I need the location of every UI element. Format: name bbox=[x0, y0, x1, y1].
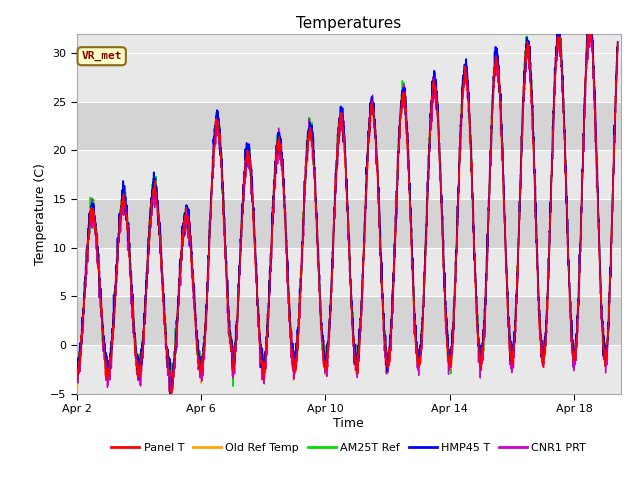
CNR1 PRT bbox=[545, 252, 553, 258]
HMP45 T bbox=[280, 192, 288, 198]
HMP45 T bbox=[134, 363, 142, 369]
Bar bbox=[77, 248, 621, 296]
HMP45 T bbox=[166, 391, 174, 396]
Text: VR_met: VR_met bbox=[81, 51, 122, 61]
Bar bbox=[77, 53, 621, 102]
Old Ref Temp bbox=[604, 334, 611, 339]
Panel T bbox=[604, 340, 611, 346]
HMP45 T bbox=[614, 39, 621, 45]
Panel T bbox=[614, 40, 621, 46]
Old Ref Temp bbox=[614, 40, 621, 46]
Old Ref Temp bbox=[545, 250, 553, 255]
HMP45 T bbox=[73, 370, 81, 375]
Old Ref Temp bbox=[73, 363, 81, 369]
Old Ref Temp bbox=[586, 14, 593, 20]
AM25T Ref bbox=[545, 247, 553, 252]
Bar bbox=[77, 345, 621, 394]
Panel T bbox=[73, 366, 81, 372]
Line: Old Ref Temp: Old Ref Temp bbox=[77, 17, 618, 396]
Panel T bbox=[167, 385, 175, 391]
Panel T bbox=[586, 19, 593, 24]
CNR1 PRT bbox=[614, 46, 621, 52]
Old Ref Temp bbox=[280, 201, 288, 206]
Y-axis label: Temperature (C): Temperature (C) bbox=[34, 163, 47, 264]
AM25T Ref bbox=[73, 367, 81, 372]
CNR1 PRT bbox=[280, 198, 288, 204]
HMP45 T bbox=[167, 384, 175, 390]
Line: HMP45 T: HMP45 T bbox=[77, 15, 618, 394]
Bar bbox=[77, 296, 621, 345]
Old Ref Temp bbox=[168, 393, 176, 398]
Line: CNR1 PRT: CNR1 PRT bbox=[77, 17, 618, 406]
CNR1 PRT bbox=[586, 14, 594, 20]
Title: Temperatures: Temperatures bbox=[296, 16, 401, 31]
Legend: Panel T, Old Ref Temp, AM25T Ref, HMP45 T, CNR1 PRT: Panel T, Old Ref Temp, AM25T Ref, HMP45 … bbox=[107, 439, 591, 457]
AM25T Ref bbox=[280, 194, 288, 200]
CNR1 PRT bbox=[167, 380, 175, 385]
CNR1 PRT bbox=[167, 403, 175, 409]
Old Ref Temp bbox=[304, 151, 312, 156]
AM25T Ref bbox=[304, 132, 312, 138]
Old Ref Temp bbox=[167, 389, 175, 395]
Panel T bbox=[168, 390, 175, 396]
AM25T Ref bbox=[604, 346, 611, 351]
HMP45 T bbox=[604, 339, 611, 345]
Panel T bbox=[134, 370, 142, 376]
CNR1 PRT bbox=[73, 363, 81, 369]
AM25T Ref bbox=[134, 360, 142, 366]
AM25T Ref bbox=[166, 388, 174, 394]
Bar bbox=[77, 102, 621, 150]
Bar bbox=[77, 150, 621, 199]
Old Ref Temp bbox=[134, 374, 142, 380]
HMP45 T bbox=[304, 129, 312, 135]
Panel T bbox=[545, 258, 553, 264]
AM25T Ref bbox=[614, 42, 621, 48]
Panel T bbox=[304, 145, 312, 151]
CNR1 PRT bbox=[604, 350, 611, 356]
Line: Panel T: Panel T bbox=[77, 22, 618, 393]
Panel T bbox=[280, 203, 288, 208]
AM25T Ref bbox=[167, 387, 175, 393]
AM25T Ref bbox=[586, 12, 593, 18]
CNR1 PRT bbox=[304, 148, 312, 154]
CNR1 PRT bbox=[134, 372, 142, 378]
HMP45 T bbox=[545, 253, 553, 259]
Line: AM25T Ref: AM25T Ref bbox=[77, 15, 618, 391]
X-axis label: Time: Time bbox=[333, 417, 364, 430]
HMP45 T bbox=[587, 12, 595, 18]
Bar bbox=[77, 199, 621, 248]
